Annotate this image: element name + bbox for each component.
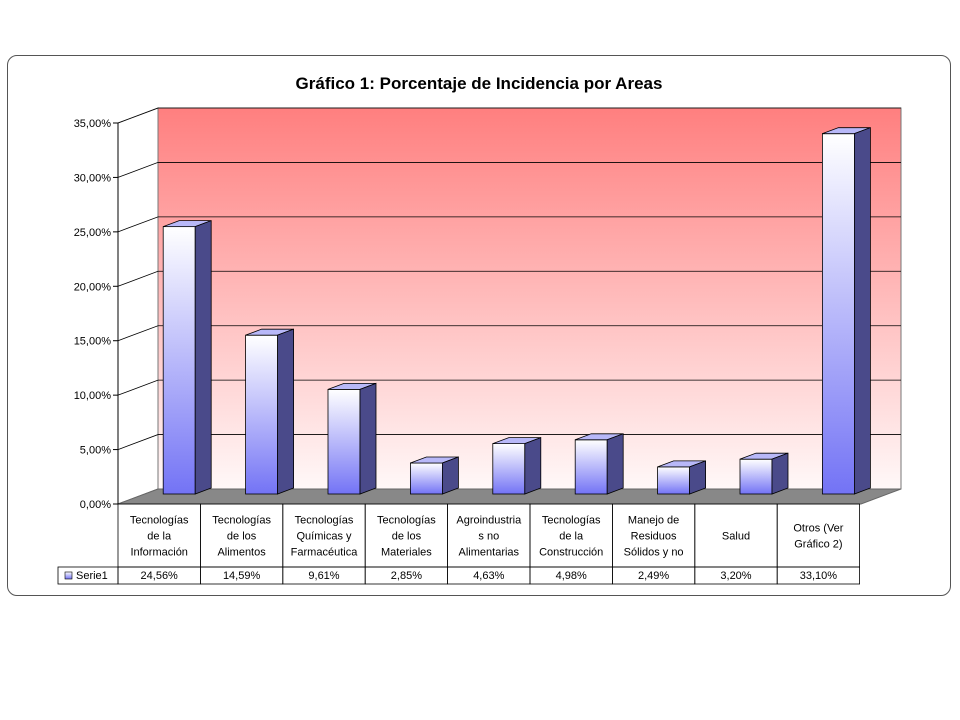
gridline	[117, 325, 901, 342]
bar	[574, 439, 608, 495]
x-category-label: de los	[227, 531, 257, 543]
x-category-label: Gráfico 2)	[794, 539, 842, 551]
x-category-label: Residuos	[631, 531, 677, 543]
gridline	[117, 107, 901, 124]
x-category-label: Construcción	[539, 547, 603, 559]
y-tick-label: 20,00%	[74, 281, 112, 293]
bar	[245, 334, 279, 495]
x-category-label: Alimentos	[217, 547, 266, 559]
x-category-label: de la	[147, 531, 172, 543]
y-tick-label: 15,00%	[74, 336, 112, 348]
chart-frame: Gráfico 1: Porcentaje de Incidencia por …	[7, 55, 951, 596]
x-category-label: Tecnologías	[130, 515, 189, 527]
data-label: 2,49%	[638, 570, 669, 582]
data-label: 4,63%	[473, 570, 504, 582]
y-tick-label: 0,00%	[80, 499, 111, 511]
y-tick-label: 25,00%	[74, 227, 112, 239]
x-category-label: Otros (Ver	[793, 523, 843, 535]
legend-swatch	[64, 571, 73, 580]
x-category-label: de los	[392, 531, 422, 543]
x-category-label: Sólidos y no	[624, 547, 684, 559]
x-category-label: Agroindustria	[456, 515, 522, 527]
gridline	[117, 270, 901, 287]
bar	[492, 443, 526, 495]
x-category-label: de la	[559, 531, 584, 543]
bar-side	[771, 452, 789, 495]
data-label: 14,59%	[223, 570, 261, 582]
bar-side	[441, 456, 459, 495]
bar-side	[606, 433, 624, 495]
x-category-label: Salud	[722, 531, 750, 543]
bar-side	[277, 328, 295, 495]
data-table-header-cell	[776, 503, 861, 568]
x-category-label: s no	[478, 531, 499, 543]
x-category-label: Materiales	[381, 547, 432, 559]
chart-side-wall	[117, 107, 159, 505]
x-category-label: Manejo de	[628, 515, 679, 527]
chart-title: Gráfico 1: Porcentaje de Incidencia por …	[296, 74, 663, 93]
x-category-label: Información	[130, 547, 187, 559]
data-label: 2,85%	[391, 570, 422, 582]
y-tick-label: 35,00%	[74, 118, 112, 130]
x-category-label: Químicas y	[296, 531, 352, 543]
bar	[657, 466, 690, 495]
data-label: 9,61%	[308, 570, 339, 582]
bar	[162, 226, 196, 495]
bar-side	[854, 127, 871, 495]
y-tick-label: 5,00%	[80, 445, 111, 457]
data-label: 24,56%	[141, 570, 179, 582]
x-category-label: Tecnologías	[212, 515, 271, 527]
bar-side	[194, 220, 212, 495]
x-category-label: Tecnologías	[295, 515, 354, 527]
gridline	[117, 434, 901, 450]
bar	[739, 458, 773, 495]
data-label: 3,20%	[720, 570, 751, 582]
x-category-label: Tecnologías	[377, 515, 436, 527]
bar	[409, 462, 443, 495]
gridline	[117, 379, 901, 396]
data-table-value-cell	[776, 566, 861, 585]
bar-side	[689, 460, 706, 495]
x-category-label: Alimentarias	[459, 547, 520, 559]
y-tick-label: 10,00%	[74, 390, 112, 402]
gridline	[117, 216, 901, 233]
bar	[822, 133, 855, 495]
bar-side	[524, 437, 542, 495]
data-label: 4,98%	[556, 570, 587, 582]
y-tick-label: 30,00%	[74, 172, 112, 184]
bar-chart: Gráfico 1: Porcentaje de Incidencia por …	[57, 74, 902, 585]
data-label: 33,10%	[800, 570, 838, 582]
legend-label: Serie1	[76, 570, 108, 582]
gridline	[117, 162, 901, 178]
bar	[327, 388, 361, 495]
bar-side	[359, 382, 377, 495]
x-category-label: Tecnologías	[542, 515, 601, 527]
x-category-label: Farmacéutica	[291, 547, 359, 559]
